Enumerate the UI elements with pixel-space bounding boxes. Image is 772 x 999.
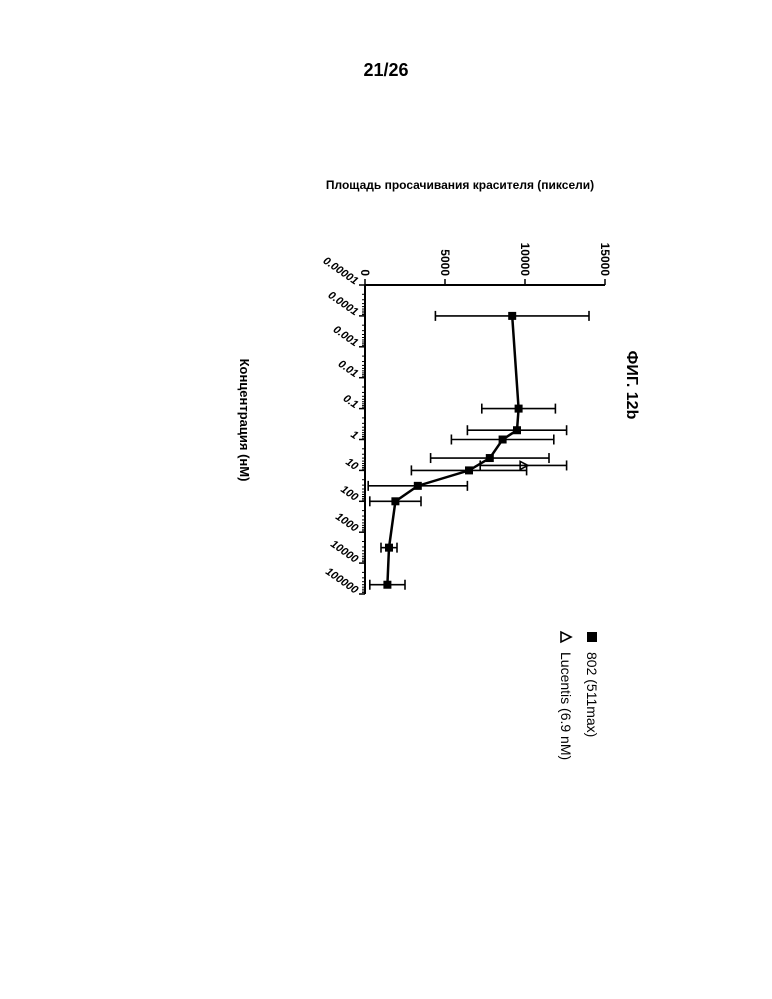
chart-svg: 0 5000 10000 15000 0.000010.0001 0.001 0.01 0.1… [310, 240, 610, 600]
square-filled-icon [585, 630, 599, 644]
x-axis-label: Концентрация (нМ) [237, 240, 252, 600]
svg-text:10000: 10000 [518, 243, 532, 277]
svg-text:100: 100 [338, 483, 361, 504]
svg-text:0.0001: 0.0001 [326, 289, 360, 318]
legend-label-0: 802 (511max) [584, 652, 600, 737]
svg-text:1: 1 [348, 429, 360, 442]
figure-title: ФИГ. 12b [622, 170, 640, 600]
rotated-figure-container: ФИГ. 12b 0 5000 10000 15000 0.000010.0001 0.0… [160, 170, 640, 810]
y-axis-label: Площадь просачивания красителя (пиксели) [310, 178, 610, 192]
legend-label-1: Lucentis (6.9 nM) [558, 652, 574, 760]
legend-item-series-1: Lucentis (6.9 nM) [558, 630, 574, 760]
chart-plot-area: 0 5000 10000 15000 0.000010.0001 0.001 0.01 0.1… [310, 240, 610, 600]
svg-text:100000: 100000 [323, 566, 361, 597]
svg-text:0.001: 0.001 [331, 324, 360, 350]
svg-text:0: 0 [358, 269, 372, 276]
svg-text:1000: 1000 [333, 511, 361, 535]
svg-text:0.01: 0.01 [336, 358, 360, 380]
svg-text:15000: 15000 [598, 243, 610, 277]
svg-text:0.00001: 0.00001 [321, 255, 360, 288]
svg-text:10000: 10000 [328, 538, 361, 566]
legend-item-series-0: 802 (511max) [584, 630, 600, 760]
svg-text:0.1: 0.1 [341, 392, 360, 411]
svg-text:10: 10 [343, 456, 361, 473]
triangle-open-icon [559, 630, 573, 644]
legend: 802 (511max) Lucentis (6.9 nM) [548, 630, 600, 760]
page-number: 21/26 [0, 60, 772, 81]
svg-text:5000: 5000 [438, 249, 452, 276]
